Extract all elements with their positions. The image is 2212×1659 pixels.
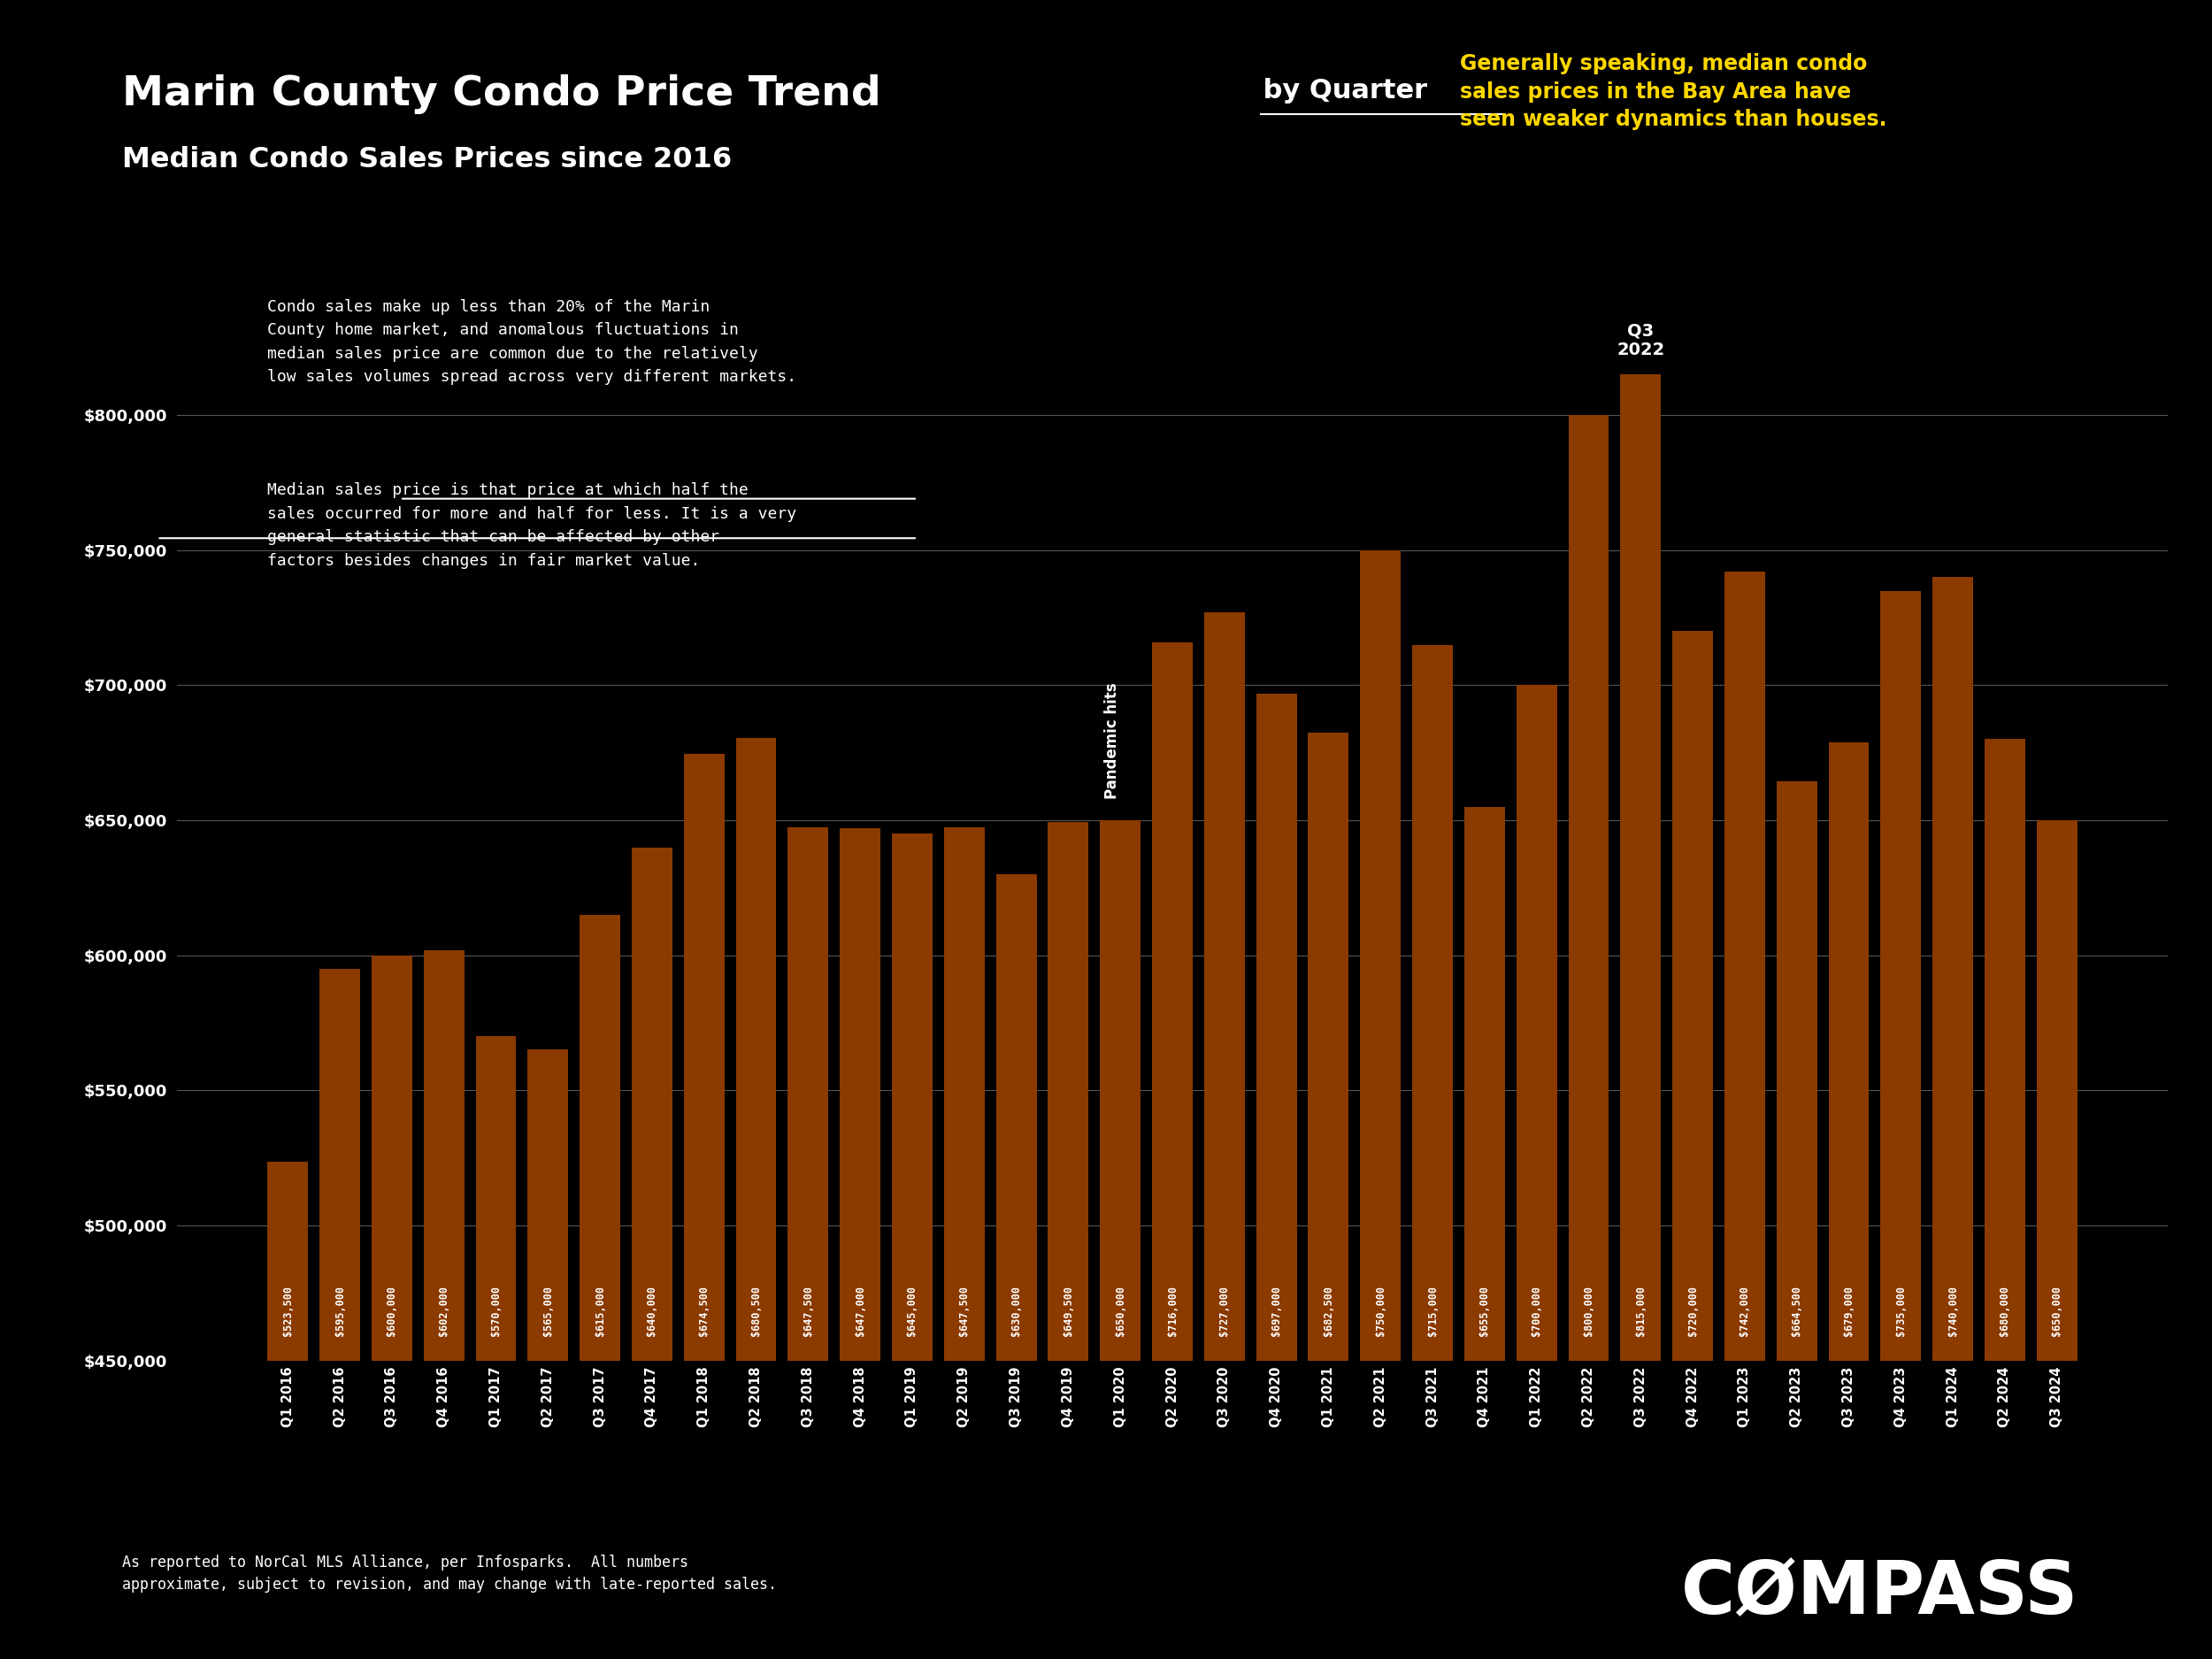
Bar — [737, 738, 776, 1659]
Text: Q3
2022: Q3 2022 — [1617, 322, 1666, 358]
Bar — [372, 956, 411, 1659]
Text: $565,000: $565,000 — [542, 1286, 553, 1335]
Text: $800,000: $800,000 — [1584, 1286, 1595, 1335]
Bar — [945, 826, 984, 1659]
Bar — [268, 1161, 307, 1659]
Bar — [1360, 551, 1400, 1659]
Bar — [1307, 733, 1349, 1659]
Text: $647,500: $647,500 — [803, 1286, 814, 1335]
Text: $697,000: $697,000 — [1270, 1286, 1283, 1335]
Text: $735,000: $735,000 — [1896, 1286, 1907, 1335]
Text: $570,000: $570,000 — [491, 1286, 502, 1335]
Bar — [529, 1050, 568, 1659]
Bar — [1515, 685, 1557, 1659]
Text: Marin County Condo Price Trend: Marin County Condo Price Trend — [122, 75, 880, 114]
Bar — [422, 951, 465, 1659]
Text: $615,000: $615,000 — [595, 1286, 606, 1335]
Text: $650,000: $650,000 — [2051, 1286, 2064, 1335]
Text: $645,000: $645,000 — [907, 1286, 918, 1335]
Text: $680,500: $680,500 — [750, 1286, 761, 1335]
Text: CØMPASS: CØMPASS — [1681, 1558, 2079, 1629]
Bar — [787, 826, 830, 1659]
Text: Generally speaking, median condo
sales prices in the Bay Area have
seen weaker d: Generally speaking, median condo sales p… — [1460, 53, 1887, 131]
Bar — [1829, 742, 1869, 1659]
Bar — [1048, 821, 1088, 1659]
Bar — [2037, 820, 2077, 1659]
Bar — [1099, 820, 1141, 1659]
Text: $674,500: $674,500 — [699, 1286, 710, 1335]
Bar — [1411, 645, 1453, 1659]
Bar — [633, 848, 672, 1659]
Text: As reported to NorCal MLS Alliance, per Infosparks.  All numbers
approximate, su: As reported to NorCal MLS Alliance, per … — [122, 1554, 776, 1593]
Bar — [684, 755, 723, 1659]
Text: $679,000: $679,000 — [1843, 1286, 1854, 1335]
Bar — [1933, 577, 1973, 1659]
Bar — [476, 1037, 515, 1659]
Bar — [1152, 642, 1192, 1659]
Bar — [1776, 781, 1816, 1659]
Text: $727,000: $727,000 — [1219, 1286, 1230, 1335]
Text: $595,000: $595,000 — [334, 1286, 345, 1335]
Text: $742,000: $742,000 — [1739, 1286, 1750, 1335]
Text: $647,500: $647,500 — [958, 1286, 971, 1335]
Text: $680,000: $680,000 — [2000, 1286, 2011, 1335]
Text: $600,000: $600,000 — [387, 1286, 398, 1335]
Text: $649,500: $649,500 — [1062, 1286, 1075, 1335]
Bar — [891, 834, 933, 1659]
Bar — [1621, 375, 1661, 1659]
Bar — [319, 969, 361, 1659]
Bar — [1256, 693, 1296, 1659]
Text: $664,500: $664,500 — [1792, 1286, 1803, 1335]
Bar — [1464, 806, 1504, 1659]
Text: Pandemic hits: Pandemic hits — [1104, 682, 1121, 798]
Bar — [1203, 612, 1245, 1659]
Text: $640,000: $640,000 — [646, 1286, 657, 1335]
Text: Median sales price is that price at which half the
sales occurred for more and h: Median sales price is that price at whic… — [268, 483, 796, 569]
Text: $750,000: $750,000 — [1374, 1286, 1387, 1335]
Text: Median Condo Sales Prices since 2016: Median Condo Sales Prices since 2016 — [122, 146, 732, 174]
Bar — [1672, 630, 1712, 1659]
Text: $815,000: $815,000 — [1635, 1286, 1646, 1335]
Text: $715,000: $715,000 — [1427, 1286, 1438, 1335]
Bar — [1984, 740, 2026, 1659]
Bar — [580, 914, 619, 1659]
Text: $602,000: $602,000 — [438, 1286, 449, 1335]
Bar — [841, 828, 880, 1659]
Text: $650,000: $650,000 — [1115, 1286, 1126, 1335]
Bar — [1568, 415, 1608, 1659]
Text: $700,000: $700,000 — [1531, 1286, 1542, 1335]
Text: $716,000: $716,000 — [1166, 1286, 1179, 1335]
Bar — [1725, 572, 1765, 1659]
Text: Condo sales make up less than 20% of the Marin
County home market, and anomalous: Condo sales make up less than 20% of the… — [268, 299, 796, 385]
Text: $647,000: $647,000 — [854, 1286, 865, 1335]
Bar — [1880, 591, 1922, 1659]
Text: $655,000: $655,000 — [1480, 1286, 1491, 1335]
Text: $740,000: $740,000 — [1947, 1286, 1958, 1335]
Bar — [995, 874, 1037, 1659]
Text: $523,500: $523,500 — [281, 1286, 294, 1335]
Text: $720,000: $720,000 — [1688, 1286, 1699, 1335]
Text: $682,500: $682,500 — [1323, 1286, 1334, 1335]
Text: by Quarter: by Quarter — [1254, 78, 1427, 103]
Text: $630,000: $630,000 — [1011, 1286, 1022, 1335]
